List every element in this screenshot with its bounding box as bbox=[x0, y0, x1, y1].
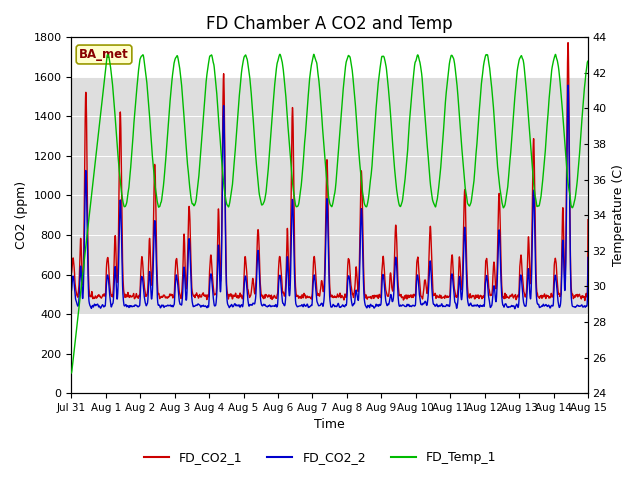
Y-axis label: CO2 (ppm): CO2 (ppm) bbox=[15, 181, 28, 249]
Text: BA_met: BA_met bbox=[79, 48, 129, 61]
Title: FD Chamber A CO2 and Temp: FD Chamber A CO2 and Temp bbox=[207, 15, 453, 33]
Legend: FD_CO2_1, FD_CO2_2, FD_Temp_1: FD_CO2_1, FD_CO2_2, FD_Temp_1 bbox=[139, 446, 501, 469]
Bar bbox=[72, 77, 588, 314]
Y-axis label: Temperature (C): Temperature (C) bbox=[612, 164, 625, 266]
X-axis label: Time: Time bbox=[314, 419, 345, 432]
